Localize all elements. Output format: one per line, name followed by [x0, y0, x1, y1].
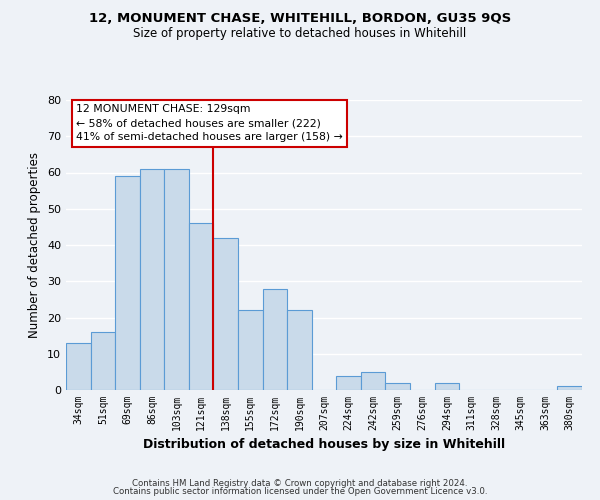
Bar [263, 288, 287, 390]
Bar [66, 343, 91, 390]
Text: Contains HM Land Registry data © Crown copyright and database right 2024.: Contains HM Land Registry data © Crown c… [132, 478, 468, 488]
Bar [434, 383, 459, 390]
Text: 12, MONUMENT CHASE, WHITEHILL, BORDON, GU35 9QS: 12, MONUMENT CHASE, WHITEHILL, BORDON, G… [89, 12, 511, 26]
X-axis label: Distribution of detached houses by size in Whitehill: Distribution of detached houses by size … [143, 438, 505, 452]
Bar [385, 383, 410, 390]
Y-axis label: Number of detached properties: Number of detached properties [28, 152, 41, 338]
Bar [287, 310, 312, 390]
Bar [557, 386, 582, 390]
Text: Contains public sector information licensed under the Open Government Licence v3: Contains public sector information licen… [113, 488, 487, 496]
Bar [361, 372, 385, 390]
Bar [238, 310, 263, 390]
Bar [140, 169, 164, 390]
Bar [189, 223, 214, 390]
Text: 12 MONUMENT CHASE: 129sqm
← 58% of detached houses are smaller (222)
41% of semi: 12 MONUMENT CHASE: 129sqm ← 58% of detac… [76, 104, 343, 142]
Text: Size of property relative to detached houses in Whitehill: Size of property relative to detached ho… [133, 28, 467, 40]
Bar [336, 376, 361, 390]
Bar [91, 332, 115, 390]
Bar [164, 169, 189, 390]
Bar [115, 176, 140, 390]
Bar [214, 238, 238, 390]
